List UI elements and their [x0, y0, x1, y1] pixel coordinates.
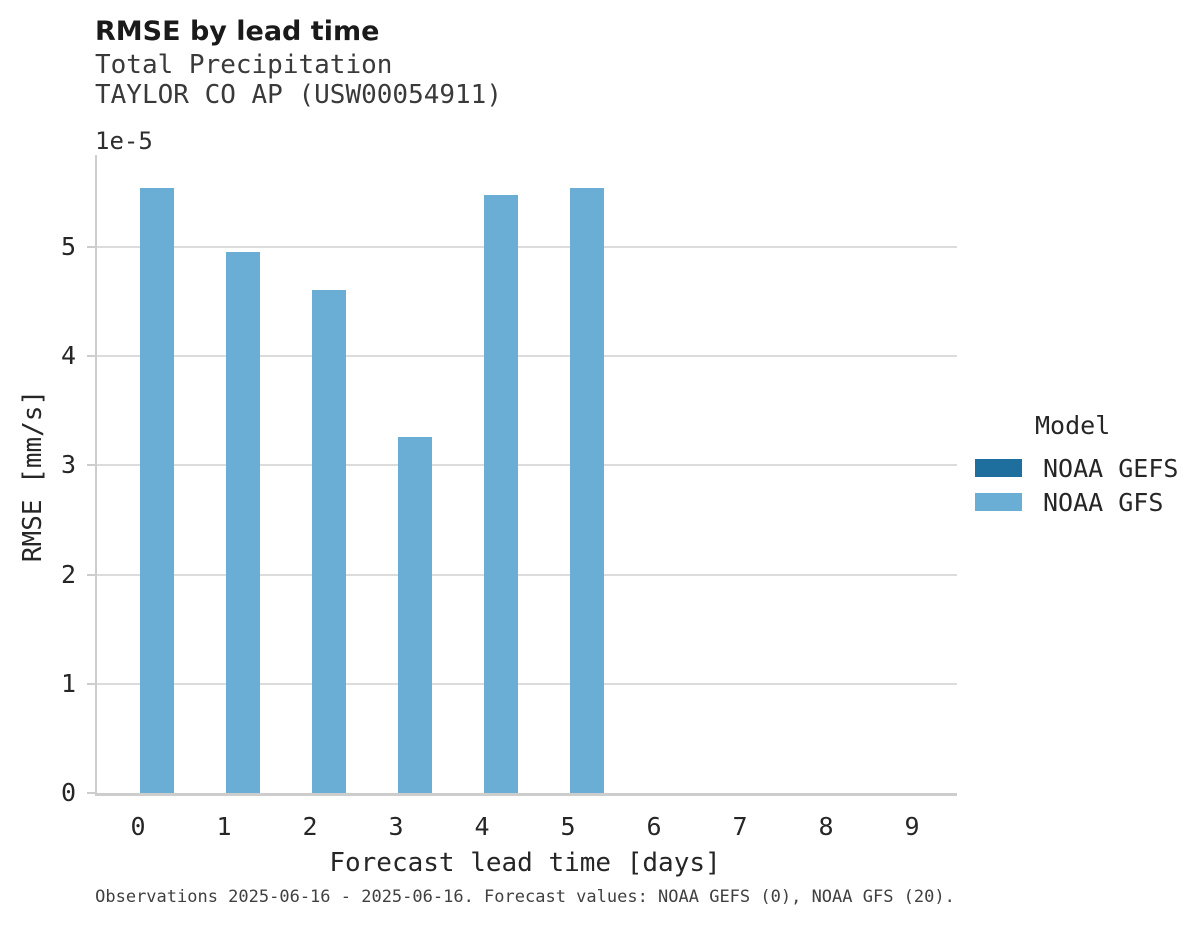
- bar-noaa-gfs-lead-5: [570, 187, 604, 793]
- legend-entry-noaa-gefs: NOAA GEFS: [970, 451, 1178, 485]
- x-tick-label-0: 0: [130, 812, 146, 841]
- legend-label-noaa-gefs: NOAA GEFS: [1043, 453, 1179, 483]
- x-tick-label-8: 8: [818, 812, 834, 841]
- chart-subtitle-variable: Total Precipitation: [95, 50, 393, 80]
- legend-label-noaa-gfs: NOAA GFS: [1043, 487, 1164, 517]
- y-tick-mark-3: [87, 464, 95, 467]
- gridline-y-5: [97, 245, 957, 248]
- y-tick-mark-2: [87, 573, 95, 576]
- plot-area: [95, 155, 957, 796]
- bar-noaa-gfs-lead-3: [398, 436, 432, 793]
- chart-subtitle-station: TAYLOR CO AP (USW00054911): [95, 80, 502, 110]
- legend-title: Model: [1035, 411, 1111, 440]
- x-tick-label-9: 9: [904, 812, 920, 841]
- bar-noaa-gfs-lead-2: [312, 290, 346, 793]
- y-tick-label-3: 3: [60, 450, 76, 480]
- bar-noaa-gfs-lead-0: [140, 187, 174, 793]
- x-tick-label-1: 1: [216, 812, 232, 841]
- x-tick-label-6: 6: [646, 812, 662, 841]
- bar-noaa-gfs-lead-4: [484, 195, 518, 793]
- y-tick-label-0: 0: [60, 778, 76, 807]
- y-axis-offset-label: 1e-5: [95, 127, 153, 155]
- y-tick-mark-0: [87, 792, 95, 794]
- x-axis-title: Forecast lead time [days]: [329, 848, 721, 878]
- legend-swatch-noaa-gefs: [975, 459, 1022, 477]
- legend-entry-noaa-gfs: NOAA GFS: [970, 485, 1178, 519]
- y-tick-label-1: 1: [60, 668, 76, 698]
- y-tick-label-2: 2: [60, 559, 76, 589]
- x-tick-label-2: 2: [302, 812, 318, 841]
- x-tick-label-3: 3: [388, 812, 404, 841]
- gridline-y-1: [97, 682, 957, 685]
- x-tick-label-4: 4: [474, 812, 490, 841]
- bar-noaa-gfs-lead-1: [226, 252, 260, 793]
- chart-title: RMSE by lead time: [95, 16, 380, 47]
- y-tick-mark-1: [87, 682, 95, 685]
- x-tick-label-7: 7: [732, 812, 748, 841]
- y-tick-mark-5: [87, 245, 95, 248]
- gridline-y-2: [97, 573, 957, 576]
- legend: Model NOAA GEFS NOAA GFS: [970, 412, 1178, 519]
- gridline-y-3: [97, 464, 957, 467]
- x-tick-label-5: 5: [560, 812, 576, 841]
- y-tick-label-4: 4: [60, 341, 76, 370]
- legend-entries: NOAA GEFS NOAA GFS: [970, 451, 1178, 519]
- y-tick-label-5: 5: [60, 231, 76, 261]
- y-tick-mark-4: [87, 355, 95, 357]
- caption: Observations 2025-06-16 - 2025-06-16. Fo…: [95, 887, 955, 907]
- gridline-y-4: [97, 355, 957, 357]
- legend-swatch-noaa-gfs: [975, 493, 1022, 511]
